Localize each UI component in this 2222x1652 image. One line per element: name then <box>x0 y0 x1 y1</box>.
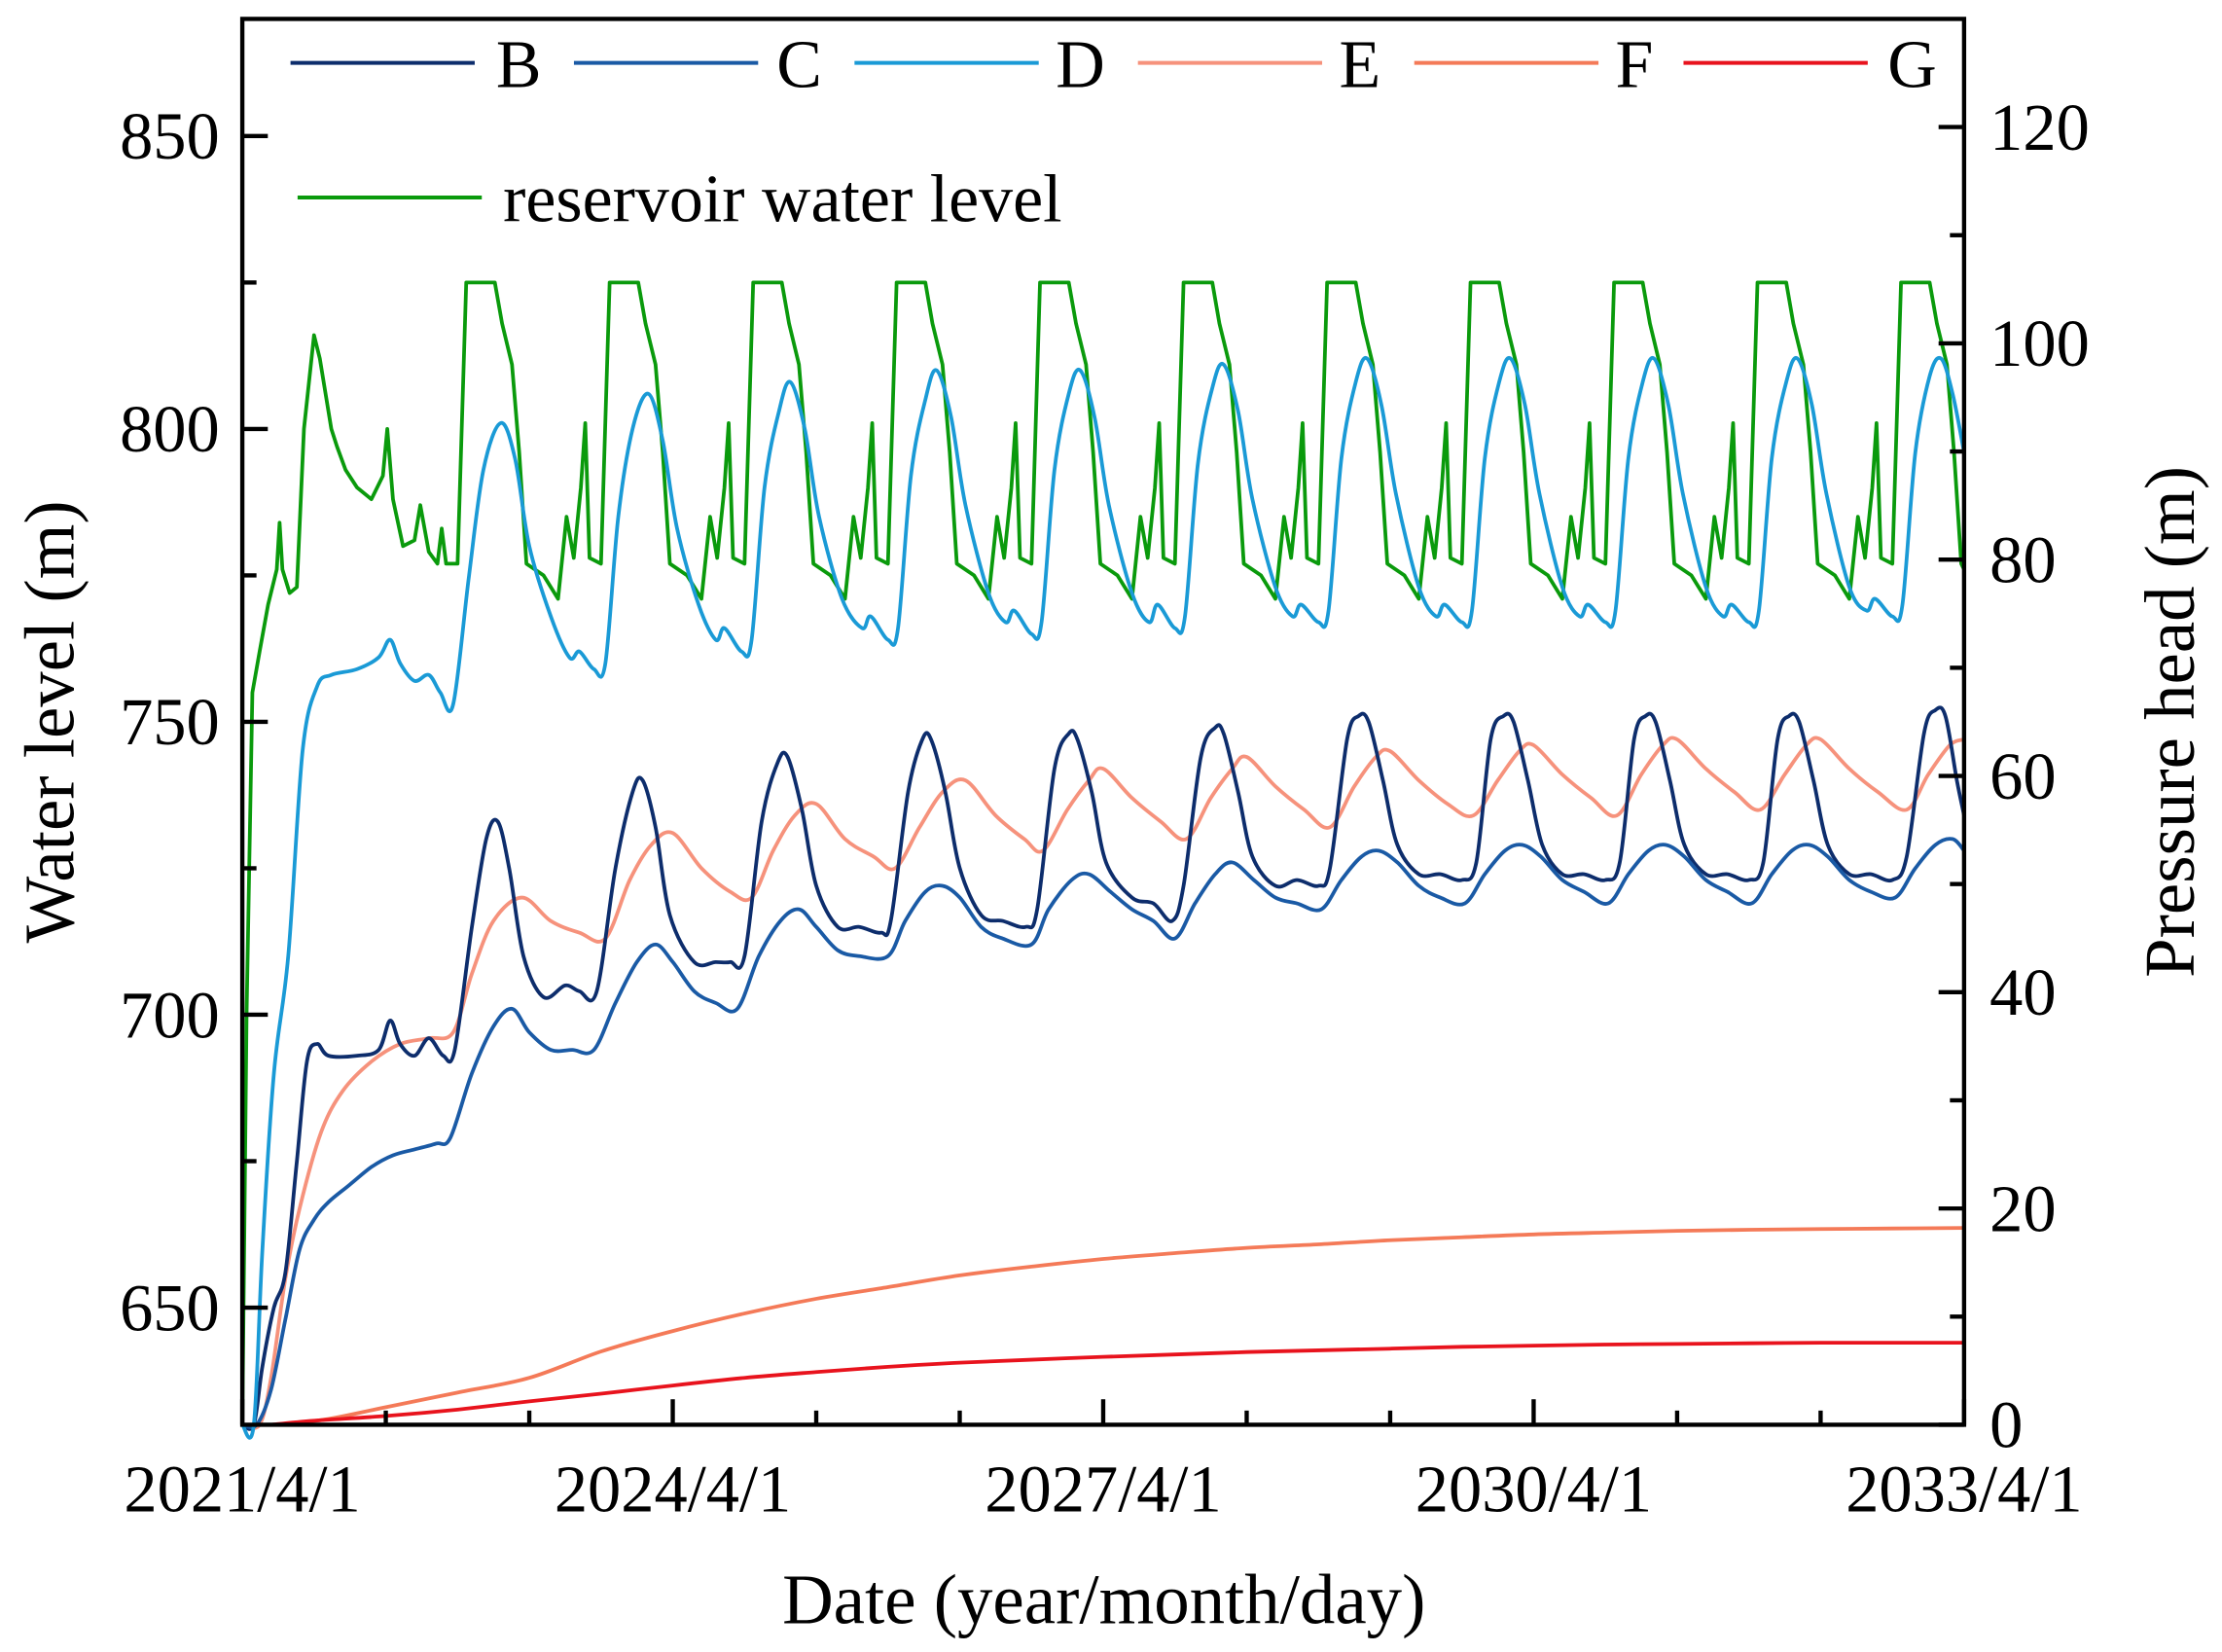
y-left-tick-label: 800 <box>120 392 220 466</box>
legend-item-c: C <box>573 27 822 102</box>
y-left-tick-label: 700 <box>120 978 220 1052</box>
series-line-e <box>241 736 1965 1430</box>
series-line-reservoir-water-level <box>240 280 1966 1425</box>
legend-label: G <box>1887 27 1936 102</box>
legend-item-reservoir-water-level: reservoir water level <box>297 162 1062 237</box>
legend-label: C <box>776 27 822 102</box>
legend-item-b: B <box>290 27 542 102</box>
x-tick-label: 2027/4/1 <box>985 1452 1221 1526</box>
series-line-b <box>241 705 1966 1431</box>
y-right-tick-label: 20 <box>1989 1171 2056 1245</box>
legend-item-e: E <box>1137 27 1381 102</box>
series-line-f <box>277 1226 1964 1427</box>
y-axis-left-title: Water level (m) <box>11 500 90 943</box>
y-right-tick-label: 40 <box>1989 955 2056 1029</box>
y-left-tick-label: 650 <box>120 1271 220 1345</box>
legend-item-d: D <box>854 27 1105 102</box>
y-right-tick-label: 60 <box>1989 739 2056 813</box>
legend-label: D <box>1056 27 1104 102</box>
series-line-g <box>270 1341 1964 1427</box>
y-left-tick-label: 750 <box>120 685 220 759</box>
y-right-tick-label: 120 <box>1989 90 2090 164</box>
x-tick-label: 2024/4/1 <box>555 1452 791 1526</box>
legend-label: E <box>1340 27 1381 102</box>
legend-label: F <box>1616 27 1654 102</box>
y-right-tick-label: 80 <box>1989 523 2056 597</box>
legend-label: B <box>496 27 542 102</box>
series-line-c <box>241 837 1966 1429</box>
x-tick-label: 2033/4/1 <box>1846 1452 2082 1526</box>
y-left-tick-label: 850 <box>120 99 220 173</box>
x-tick-label: 2021/4/1 <box>124 1452 360 1526</box>
ticks-layer: 2021/4/1 2024/4/1 2027/4/1 2030/4/1 2033/4/1… <box>120 90 2090 1526</box>
legend-item-g: G <box>1683 27 1937 102</box>
x-tick-label: 2030/4/1 <box>1416 1452 1652 1526</box>
x-axis-title: Date (year/month/day) <box>782 1560 1425 1638</box>
y-axis-right-title: Pressure head (m) <box>2131 466 2209 978</box>
series-layer <box>240 280 1966 1440</box>
y-right-tick-label: 100 <box>1989 306 2090 380</box>
y-right-tick-label: 0 <box>1989 1388 2023 1462</box>
legend-item-f: F <box>1414 27 1654 102</box>
legend-label: reservoir water level <box>503 162 1061 237</box>
plot-frame <box>239 17 1967 1427</box>
series-line-d <box>240 355 1966 1440</box>
